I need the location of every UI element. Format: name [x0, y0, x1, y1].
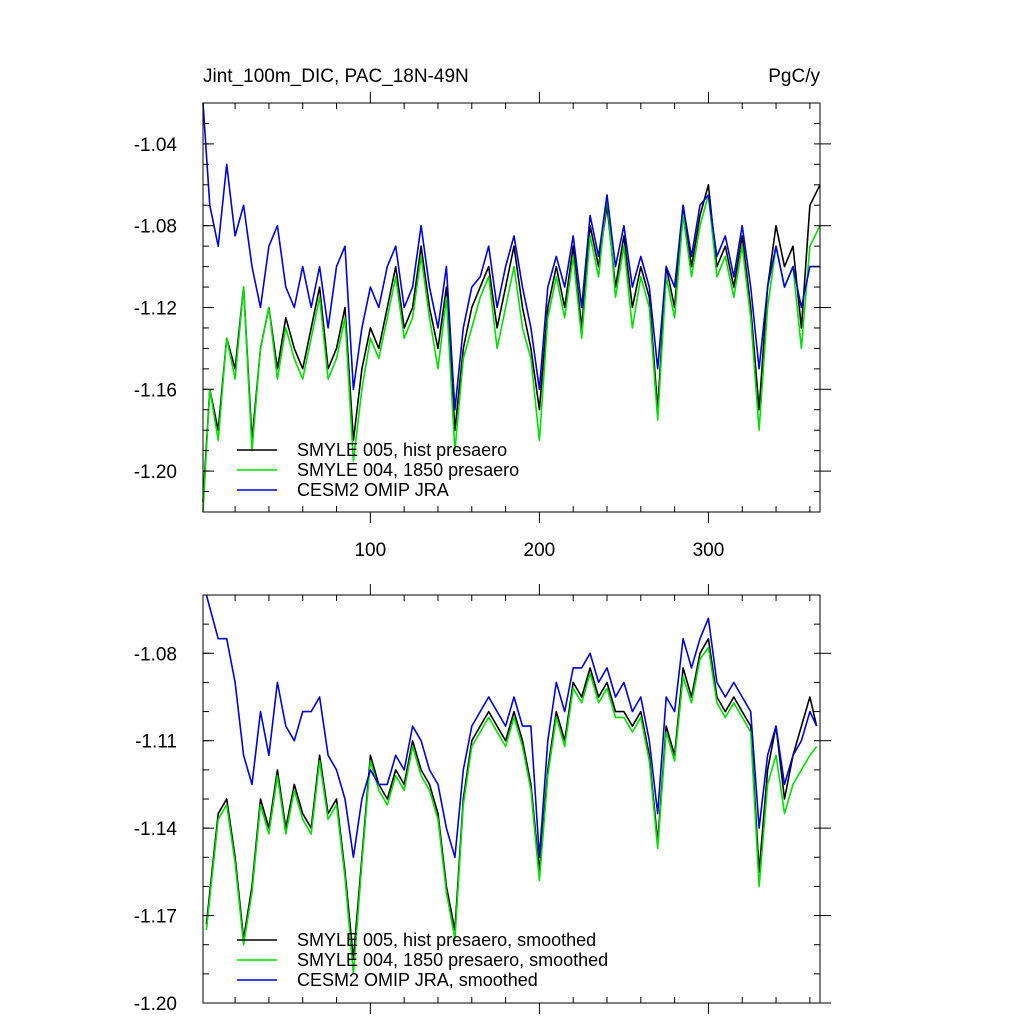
top-y-tick-label: -1.04	[134, 135, 178, 156]
top-y-tick-label: -1.20	[134, 462, 177, 483]
top-x-tick-label: 200	[524, 540, 556, 561]
top-y-tick-label: -1.12	[134, 299, 177, 320]
bottom-y-tick-label: -1.14	[134, 819, 178, 840]
top-series-layer	[202, 102, 821, 513]
top-y-tick-label: -1.16	[134, 380, 177, 401]
bottom-legend-label-1: SMYLE 005, hist presaero, smoothed	[297, 930, 596, 950]
bottom-legend-label-2: SMYLE 004, 1850 presaero, smoothed	[297, 950, 608, 970]
top-series-line-2	[202, 194, 821, 513]
top-series-line-1	[202, 184, 821, 502]
bottom-series-line-3	[205, 594, 818, 859]
top-chart-title: Jint_100m_DIC, PAC_18N-49N	[203, 66, 469, 87]
top-x-tick-label: 100	[354, 540, 386, 561]
top-chart-units: PgC/y	[768, 66, 820, 87]
top-chart-panel: Jint_100m_DIC, PAC_18N-49N PgC/y 100 200 3…	[134, 66, 831, 561]
top-series-line-3	[202, 102, 820, 411]
bottom-axis-layer: -1.08 -1.11 -1.14 -1.17 -1.20	[134, 584, 831, 1015]
bottom-legend: SMYLE 005, hist presaero, smoothedSMYLE …	[237, 930, 608, 990]
bottom-legend-label-3: CESM2 OMIP JRA, smoothed	[297, 970, 538, 990]
top-legend-label-2: SMYLE 004, 1850 presaero	[297, 460, 519, 480]
bottom-y-tick-label: -1.08	[134, 644, 177, 665]
top-legend-label-3: CESM2 OMIP JRA	[297, 480, 449, 500]
bottom-series-layer	[205, 594, 818, 975]
bottom-chart-panel: -1.08 -1.11 -1.14 -1.17 -1.20 SMYLE 005, his…	[134, 584, 831, 1015]
bottom-series-line-2	[205, 646, 818, 975]
bottom-y-tick-label: -1.17	[134, 907, 177, 928]
bottom-y-tick-label: -1.20	[134, 994, 177, 1015]
top-y-tick-label: -1.08	[134, 217, 177, 238]
top-axis-layer: 100 200 300 -1.04 -1.08 -1.12 -1.16 -1.20	[134, 92, 831, 561]
top-legend-label-1: SMYLE 005, hist presaero	[297, 440, 507, 460]
top-x-tick-label: 300	[693, 540, 725, 561]
bottom-y-tick-label: -1.11	[135, 732, 177, 753]
